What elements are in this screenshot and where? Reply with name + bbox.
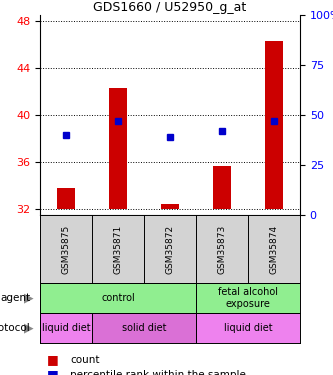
Title: GDS1660 / U52950_g_at: GDS1660 / U52950_g_at: [93, 1, 247, 14]
Text: fetal alcohol
exposure: fetal alcohol exposure: [218, 287, 278, 309]
Text: control: control: [101, 293, 135, 303]
Bar: [196, 283, 300, 313]
Bar: [92, 313, 196, 343]
Text: liquid diet: liquid diet: [224, 323, 272, 333]
Text: GSM35871: GSM35871: [114, 224, 123, 274]
Text: liquid diet: liquid diet: [42, 323, 90, 333]
Text: count: count: [70, 355, 100, 365]
Text: GSM35874: GSM35874: [269, 224, 278, 274]
Text: ■: ■: [47, 353, 58, 366]
Text: GSM35875: GSM35875: [62, 224, 71, 274]
Text: percentile rank within the sample: percentile rank within the sample: [70, 370, 246, 375]
Bar: [109, 88, 127, 209]
Bar: [196, 313, 300, 343]
Text: agent: agent: [0, 293, 30, 303]
Text: ▶: ▶: [24, 321, 33, 334]
Text: protocol: protocol: [0, 323, 30, 333]
Bar: [40, 283, 196, 313]
Bar: [57, 188, 75, 209]
Text: GSM35872: GSM35872: [166, 224, 174, 274]
Text: ▶: ▶: [24, 291, 33, 304]
Text: solid diet: solid diet: [122, 323, 166, 333]
Bar: [265, 41, 283, 209]
Text: ■: ■: [47, 368, 58, 375]
Text: GSM35873: GSM35873: [217, 224, 226, 274]
Bar: [40, 313, 92, 343]
Bar: [161, 204, 179, 209]
Bar: [213, 166, 231, 209]
